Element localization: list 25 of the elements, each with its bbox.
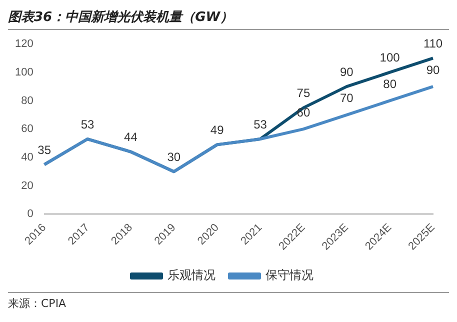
data-label: 110 xyxy=(423,36,443,50)
y-tick-label: 120 xyxy=(14,38,34,50)
data-label: 44 xyxy=(124,130,138,144)
legend-label: 保守情况 xyxy=(266,268,314,282)
data-label: 49 xyxy=(210,123,224,137)
data-label: 35 xyxy=(38,142,52,157)
source-note: 来源：CPIA xyxy=(8,297,66,310)
legend-label: 乐观情况 xyxy=(168,268,216,282)
y-tick-label: 40 xyxy=(21,151,34,164)
data-label: 30 xyxy=(167,150,181,164)
y-tick-label: 20 xyxy=(21,180,34,192)
data-label: 90 xyxy=(340,64,354,79)
data-label: 70 xyxy=(340,91,354,106)
data-label: 53 xyxy=(80,117,95,132)
data-label: 53 xyxy=(254,117,268,132)
y-tick-label: 80 xyxy=(21,94,34,107)
y-tick-label: 0 xyxy=(27,208,34,220)
data-label: 75 xyxy=(296,86,310,100)
data-label: 100 xyxy=(380,50,400,65)
y-tick-label: 60 xyxy=(21,123,34,136)
chart-title: 图表36：中国新增光伏装机量（GW） xyxy=(8,8,449,30)
data-label: 60 xyxy=(296,105,310,120)
y-tick-label: 100 xyxy=(14,66,34,78)
data-label: 90 xyxy=(426,62,440,77)
data-label: 80 xyxy=(383,77,397,92)
